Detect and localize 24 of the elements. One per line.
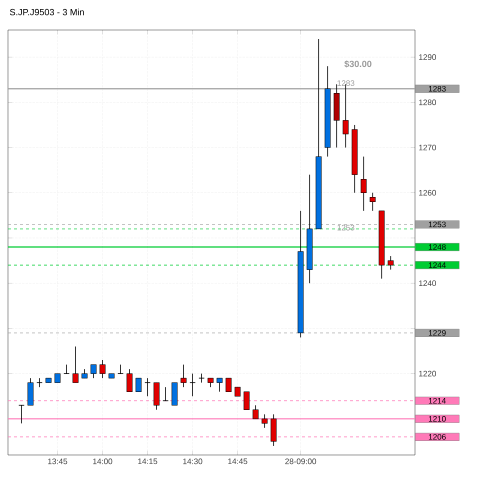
y-tick-label: 1220 [419,370,436,376]
x-tick-label: 14:15 [138,458,158,464]
y-tick-label: 1270 [419,144,436,150]
ref-line-label: 1248 [428,244,446,250]
annotation: $30.00 [344,60,372,68]
ref-line-label: 1206 [428,434,446,440]
x-tick-label: 28-09:00 [285,458,316,464]
y-tick-label: 1240 [419,280,436,286]
ref-line-label: 1210 [428,416,446,422]
y-tick-label: 1280 [419,100,436,106]
x-tick-label: 14:30 [183,458,202,464]
ref-line-label: 1214 [428,398,446,404]
ref-line-label: 1253 [428,222,446,228]
y-tick-label: 1260 [419,190,436,196]
annotation: 1283 [338,80,354,86]
ref-line-label: 1283 [428,86,446,92]
chart-title: S.JP.J9503 - 3 Min [10,8,84,16]
annotation: 1253 [338,224,354,230]
x-tick-label: 14:00 [93,458,112,464]
y-tick-label: 1290 [419,54,436,60]
x-tick-label: 13:45 [48,458,68,464]
ref-line-label: 1229 [428,330,446,336]
x-tick-label: 14:45 [228,458,248,464]
ref-line-label: 1244 [428,262,446,268]
